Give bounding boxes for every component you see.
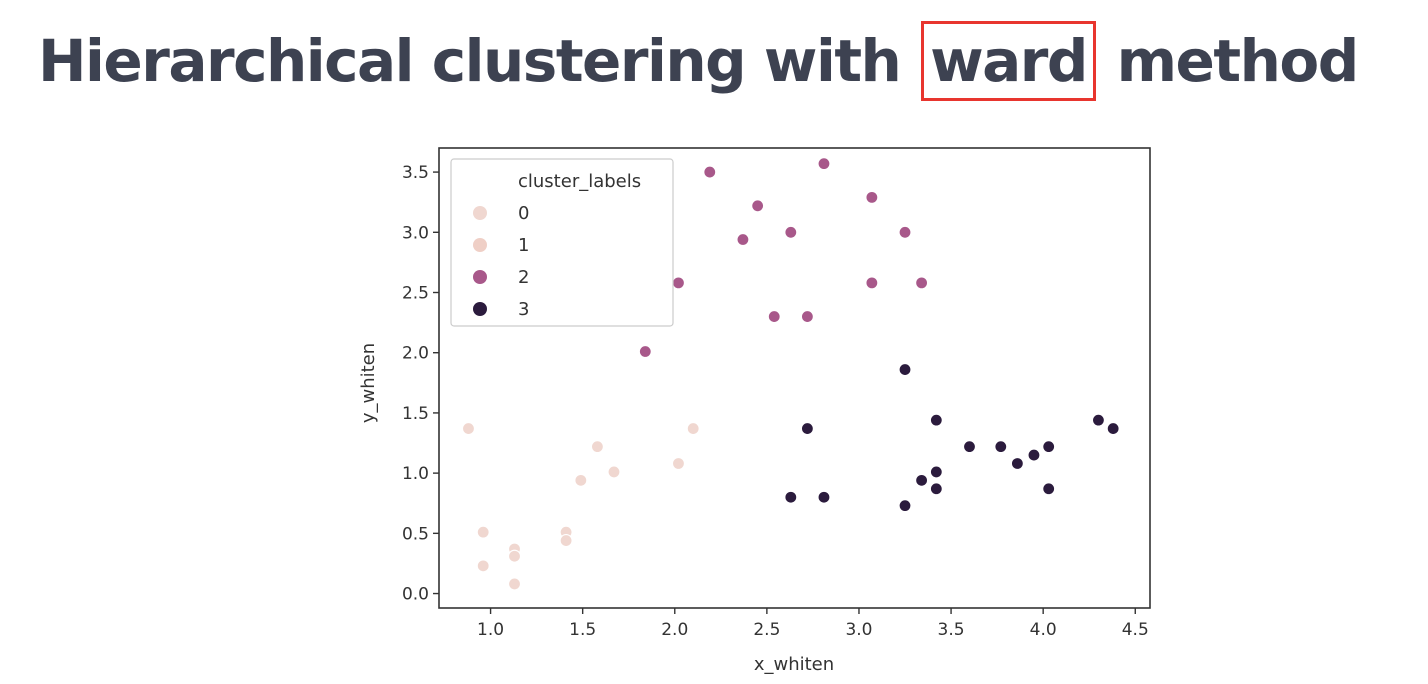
- legend-marker-2: [473, 270, 487, 284]
- scatter-point-cluster-3: [1027, 448, 1041, 462]
- x-tick-label: 1.0: [477, 620, 504, 640]
- x-tick-label: 2.0: [661, 620, 688, 640]
- scatter-point-cluster-0: [476, 559, 490, 573]
- legend: cluster_labels 0 1 2 3: [450, 158, 674, 327]
- legend-title: cluster_labels: [518, 171, 641, 192]
- scatter-point-cluster-2: [914, 276, 929, 290]
- scatter-point-cluster-3: [1106, 421, 1120, 436]
- scatter-point-cluster-3: [1042, 482, 1056, 496]
- scatter-point-cluster-3: [929, 465, 943, 479]
- x-axis: 1.0 1.5 2.0 2.5 3.0 3.5 4.0 4.5: [477, 608, 1149, 640]
- y-axis-label: y_whiten: [358, 343, 379, 423]
- scatter-point-cluster-0: [507, 577, 522, 591]
- y-tick-label: 1.0: [402, 464, 429, 484]
- x-tick-label: 3.5: [938, 620, 965, 640]
- scatter-point-cluster-3: [898, 499, 912, 513]
- legend-marker-0: [473, 206, 487, 220]
- plot-frame: [438, 147, 1151, 609]
- title-highlight-word: ward: [921, 21, 1096, 101]
- scatter-point-cluster-2: [751, 199, 765, 213]
- legend-marker-3: [473, 302, 487, 316]
- scatter-point-cluster-2: [817, 157, 831, 171]
- scatter-point-cluster-3: [784, 490, 798, 504]
- y-tick-label: 0.0: [402, 585, 429, 605]
- legend-marker-1: [473, 238, 487, 252]
- scatter-point-cluster-0: [686, 421, 700, 436]
- y-axis: 0.0 0.5 1.0 1.5 2.0 2.5 3.0 3.5: [402, 163, 439, 605]
- scatter-point-cluster-3: [914, 473, 929, 487]
- scatter-point-cluster-3: [817, 490, 831, 504]
- scatter-point-cluster-0: [476, 525, 490, 539]
- y-tick-label: 2.0: [402, 344, 429, 364]
- legend-label-1: 1: [518, 235, 529, 256]
- scatter-point-cluster-3: [898, 362, 912, 377]
- y-tick-label: 3.0: [402, 223, 429, 243]
- scatter-point-cluster-0: [507, 549, 522, 563]
- scatter-point-cluster-0: [590, 440, 605, 454]
- scatter-point-cluster-2: [638, 344, 652, 359]
- y-tick-label: 0.5: [402, 524, 429, 544]
- x-tick-label: 1.5: [569, 620, 596, 640]
- scatter-point-cluster-2: [865, 190, 879, 204]
- scatter-point-cluster-3: [929, 413, 943, 427]
- x-tick-label: 3.0: [845, 620, 872, 640]
- scatter-point-cluster-2: [898, 225, 912, 239]
- x-axis-label: x_whiten: [754, 654, 834, 675]
- legend-label-0: 0: [518, 203, 529, 224]
- y-tick-label: 1.5: [402, 404, 429, 424]
- scatter-point-cluster-0: [574, 473, 588, 487]
- scatter-point-cluster-0: [461, 421, 476, 436]
- scatter-point-cluster-2: [703, 165, 717, 179]
- scatter-point-cluster-3: [994, 440, 1008, 454]
- legend-label-2: 2: [518, 267, 529, 288]
- scatter-point-cluster-3: [800, 421, 814, 436]
- x-tick-label: 2.5: [753, 620, 780, 640]
- legend-box: [450, 158, 674, 327]
- scatter-point-cluster-3: [962, 440, 977, 454]
- scatter-point-cluster-3: [929, 482, 943, 496]
- x-tick-label: 4.5: [1122, 620, 1149, 640]
- y-tick-label: 3.5: [402, 163, 429, 183]
- scatter-point-cluster-2: [865, 276, 879, 290]
- slide-title: Hierarchical clustering with ward method: [38, 18, 1360, 104]
- scatter-point-cluster-2: [736, 232, 750, 247]
- title-text-before: Hierarchical clustering with: [38, 27, 902, 95]
- data-points: [461, 157, 1120, 591]
- scatter-point-cluster-2: [784, 225, 798, 239]
- scatter-point-cluster-2: [671, 276, 686, 290]
- scatter-point-cluster-0: [607, 465, 621, 479]
- title-text-after: method: [1116, 27, 1360, 95]
- scatter-point-cluster-0: [559, 533, 573, 548]
- scatter-point-cluster-3: [1042, 440, 1056, 454]
- scatter-point-cluster-3: [1010, 456, 1024, 471]
- scatter-point-cluster-2: [767, 309, 781, 324]
- scatter-point-cluster-2: [800, 309, 814, 324]
- scatter-point-cluster-0: [671, 456, 686, 471]
- y-tick-label: 2.5: [402, 284, 429, 304]
- legend-label-3: 3: [518, 299, 529, 320]
- x-tick-label: 4.0: [1030, 620, 1057, 640]
- scatter-point-cluster-3: [1091, 413, 1106, 427]
